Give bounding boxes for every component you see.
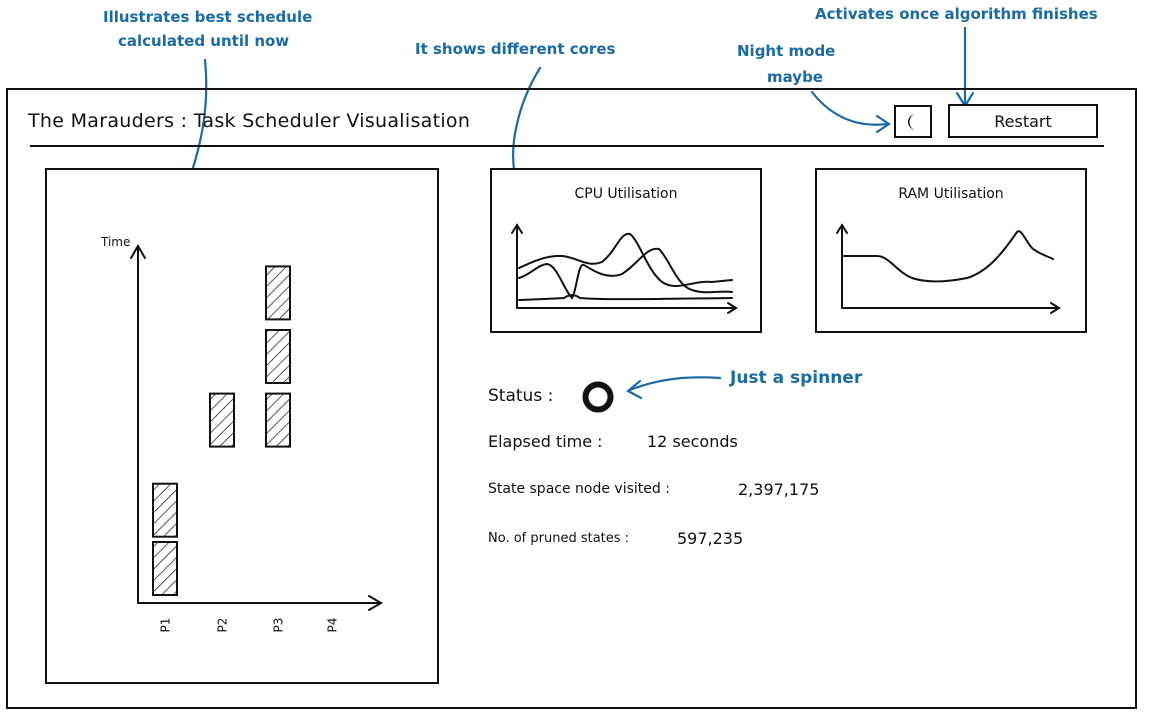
moon-icon bbox=[902, 111, 924, 133]
processor-label-p3: P3 bbox=[271, 617, 286, 633]
processor-label-p2: P2 bbox=[215, 617, 230, 633]
night-annotation-arrowhead bbox=[875, 114, 891, 134]
task-blocks bbox=[152, 265, 291, 596]
processor-label-p1: P1 bbox=[158, 617, 173, 633]
pruned-states-value: 597,235 bbox=[677, 529, 744, 548]
cpu-chart bbox=[511, 223, 738, 314]
spinner-annotation-arrowhead bbox=[626, 379, 643, 400]
ram-utilisation-panel: RAM Utilisation bbox=[815, 168, 1087, 333]
cpu-core-line-1 bbox=[518, 232, 733, 287]
cpu-x-arrowhead bbox=[727, 302, 738, 314]
ram-y-arrowhead bbox=[836, 223, 848, 234]
schedule-chart bbox=[130, 244, 383, 611]
schedule-y-label: Time bbox=[101, 235, 131, 249]
spinner-annotation-arrow bbox=[628, 376, 722, 392]
app-window bbox=[6, 88, 1137, 709]
cores-annotation: It shows different cores bbox=[415, 40, 616, 58]
night-mode-annotation-line2: maybe bbox=[767, 68, 823, 86]
restart-annotation: Activates once algorithm finishes bbox=[815, 5, 1098, 23]
cpu-y-arrowhead bbox=[511, 223, 523, 234]
processor-label-p4: P4 bbox=[325, 617, 340, 633]
cpu-utilisation-panel: CPU Utilisation bbox=[490, 168, 762, 333]
night-mode-annotation-line1: Night mode bbox=[737, 42, 836, 60]
nodes-visited-label: State space node visited : bbox=[488, 481, 670, 497]
task-block-p1-1 bbox=[152, 482, 178, 538]
task-block-p1-0 bbox=[152, 541, 178, 596]
task-block-p3-5 bbox=[265, 265, 291, 321]
ram-x-arrowhead bbox=[1050, 302, 1061, 314]
cpu-core-line-3 bbox=[518, 294, 733, 301]
schedule-annotation-line2: calculated until now bbox=[118, 32, 290, 50]
night-annotation-arrow bbox=[810, 90, 890, 126]
cpu-core-line-2 bbox=[518, 247, 733, 300]
elapsed-time-value: 12 seconds bbox=[647, 432, 738, 451]
nodes-visited-value: 2,397,175 bbox=[738, 480, 820, 499]
night-mode-button[interactable] bbox=[894, 105, 932, 138]
restart-button[interactable]: Restart bbox=[948, 104, 1098, 138]
schedule-annotation-line1: Illustrates best schedule bbox=[103, 8, 313, 26]
ram-chart-title: RAM Utilisation bbox=[898, 186, 1004, 202]
status-label: Status : bbox=[488, 386, 554, 406]
elapsed-time-label: Elapsed time : bbox=[488, 432, 603, 451]
header-divider bbox=[30, 145, 1104, 147]
task-block-p2-2 bbox=[209, 392, 235, 448]
schedule-y-arrowhead bbox=[130, 244, 146, 259]
task-block-p3-4 bbox=[265, 329, 291, 384]
ram-usage-line bbox=[843, 230, 1054, 283]
ram-chart bbox=[836, 223, 1061, 314]
page-title: The Marauders : Task Scheduler Visualisa… bbox=[28, 110, 471, 132]
spinner-annotation: Just a spinner bbox=[730, 368, 863, 388]
task-block-p3-3 bbox=[265, 392, 291, 448]
schedule-x-arrowhead bbox=[368, 595, 383, 611]
cpu-chart-title: CPU Utilisation bbox=[574, 186, 678, 202]
pruned-states-label: No. of pruned states : bbox=[488, 531, 630, 546]
spinner-icon bbox=[581, 380, 615, 414]
